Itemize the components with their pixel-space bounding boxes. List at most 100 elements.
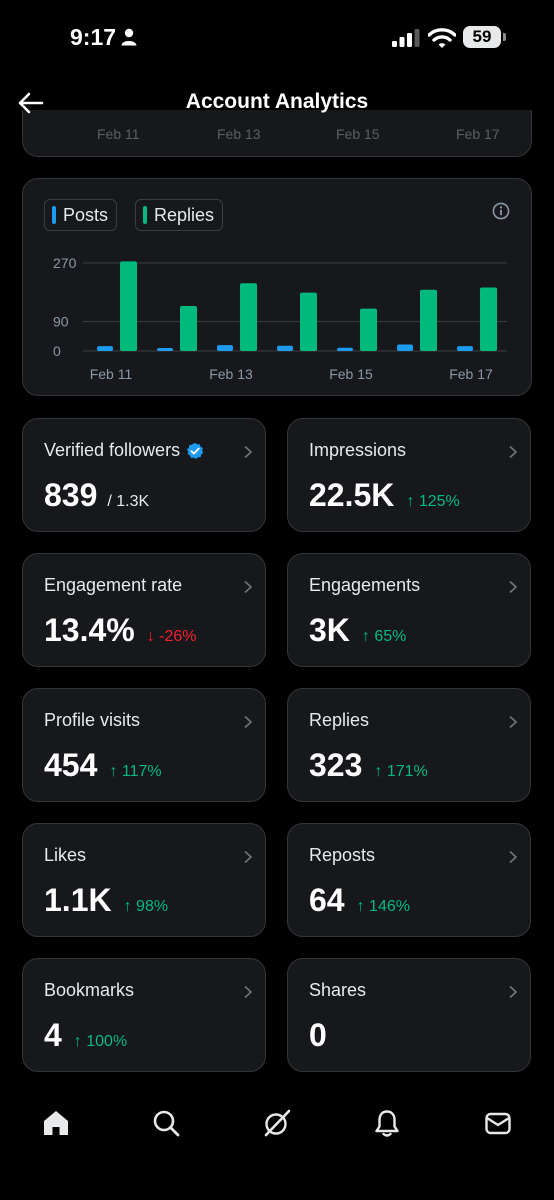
search-icon[interactable] — [151, 1108, 181, 1138]
home-icon[interactable] — [41, 1108, 71, 1138]
prev-x-label: Feb 15 — [336, 126, 380, 142]
top-header: Account Analytics — [0, 76, 554, 128]
previous-chart-card: Feb 11 Feb 13 Feb 15 Feb 17 — [22, 110, 532, 157]
bar-replies — [480, 287, 497, 351]
metric-change: ↑ 65% — [361, 628, 407, 645]
legend-replies-label: Replies — [154, 204, 215, 225]
replies-swatch — [143, 206, 147, 224]
x-tick-label: Feb 15 — [329, 366, 373, 382]
x-tick-label: Feb 17 — [449, 366, 493, 382]
chevron-right-icon — [509, 850, 518, 864]
metric-label: Engagements — [309, 575, 421, 595]
chevron-right-icon — [509, 715, 518, 729]
x-tick-label: Feb 13 — [209, 366, 253, 382]
chevron-right-icon — [244, 445, 253, 459]
messages-icon[interactable] — [483, 1108, 513, 1138]
posts-swatch — [52, 206, 56, 224]
chevron-right-icon — [244, 715, 253, 729]
bar-posts — [457, 346, 473, 351]
bar-posts — [277, 345, 293, 351]
metric-value: 839 — [44, 477, 98, 513]
battery-icon: 59 — [463, 26, 507, 50]
metric-card-replies[interactable]: Replies 323 ↑ 171% — [287, 688, 531, 802]
metric-label: Bookmarks — [44, 980, 135, 1000]
metric-change: ↑ 100% — [73, 1033, 128, 1050]
bar-replies — [240, 283, 257, 351]
chevron-right-icon — [244, 985, 253, 999]
prev-x-label: Feb 17 — [456, 126, 500, 142]
metric-change: ↑ 146% — [356, 898, 410, 915]
bar-posts — [397, 344, 413, 351]
metric-card-engagements[interactable]: Engagements 3K ↑ 65% — [287, 553, 531, 667]
metric-change: ↑ 117% — [109, 763, 162, 780]
metric-value: 1.1K — [44, 882, 112, 918]
metric-label: Likes — [44, 845, 87, 865]
bar-replies — [300, 292, 317, 351]
metric-value: 4 — [44, 1017, 62, 1053]
metric-card-bookmarks[interactable]: Bookmarks 4 ↑ 100% — [22, 958, 266, 1072]
metric-card-impressions[interactable]: Impressions 22.5K ↑ 125% — [287, 418, 531, 532]
bar-posts — [337, 347, 353, 351]
metric-value: 64 — [309, 882, 345, 918]
status-bar: 9:17 59 — [0, 0, 554, 70]
bar-replies — [420, 289, 437, 351]
activity-chart-card: Posts Replies 270 90 0 Feb 11 Feb 13 Feb 15 Fe… — [22, 178, 532, 396]
metric-change: ↑ 125% — [406, 493, 460, 510]
bar-posts — [217, 345, 233, 351]
chevron-right-icon — [244, 850, 253, 864]
metric-label: Profile visits — [44, 710, 141, 730]
metric-total: / 1.3K — [107, 493, 150, 510]
metric-card-reposts[interactable]: Reposts 64 ↑ 146% — [287, 823, 531, 937]
metric-change: ↑ 171% — [374, 763, 428, 780]
y-tick-label: 90 — [53, 314, 69, 330]
metric-value: 3K — [309, 612, 350, 648]
prev-x-label: Feb 13 — [217, 126, 261, 142]
legend-replies-toggle[interactable]: Replies — [135, 199, 224, 231]
metric-change: ↓ -26% — [146, 628, 197, 645]
y-tick-label: 0 — [53, 343, 61, 359]
bar-replies — [120, 261, 137, 351]
metric-value: 22.5K — [309, 477, 395, 513]
chevron-right-icon — [509, 985, 518, 999]
wifi-icon — [428, 28, 456, 48]
grok-icon[interactable] — [262, 1108, 292, 1138]
bar-replies — [360, 308, 377, 351]
page-title: Account Analytics — [185, 90, 369, 113]
bar-posts — [157, 348, 173, 351]
metric-label: Engagement rate — [44, 575, 183, 595]
bar-replies — [180, 306, 197, 351]
bar-chart: 270 90 0 Feb 11 Feb 13 Feb 15 Feb 17 — [53, 255, 507, 382]
chevron-right-icon — [244, 580, 253, 594]
metric-card-profile-visits[interactable]: Profile visits 454 ↑ 117% — [22, 688, 266, 802]
metric-label: Reposts — [309, 845, 376, 865]
chevron-right-icon — [509, 580, 518, 594]
metric-card-likes[interactable]: Likes 1.1K ↑ 98% — [22, 823, 266, 937]
metric-card-engagement-rate[interactable]: Engagement rate 13.4% ↓ -26% — [22, 553, 266, 667]
metric-card-verified-followers[interactable]: Verified followers 839 / 1.3K — [22, 418, 266, 532]
metric-card-shares[interactable]: Shares 0 — [287, 958, 531, 1072]
metric-label: Shares — [309, 980, 367, 1000]
person-icon — [121, 28, 137, 46]
prev-x-label: Feb 11 — [97, 126, 140, 142]
status-time: 9:17 — [70, 24, 117, 50]
legend-posts-toggle[interactable]: Posts — [44, 199, 118, 231]
bottom-tab-bar — [0, 1094, 554, 1200]
metric-change: ↑ 98% — [123, 898, 169, 915]
notifications-icon[interactable] — [372, 1108, 402, 1138]
metric-label: Verified followers — [44, 440, 181, 460]
legend-posts-label: Posts — [63, 204, 109, 225]
metric-value: 454 — [44, 747, 98, 783]
cellular-signal-icon — [392, 29, 420, 47]
metric-label: Replies — [309, 710, 370, 730]
chevron-right-icon — [509, 445, 518, 459]
metric-value: 13.4% — [44, 612, 135, 648]
metric-value: 0 — [309, 1017, 327, 1053]
x-tick-label: Feb 11 — [90, 366, 133, 382]
verified-badge-icon — [186, 442, 204, 459]
battery-level: 59 — [463, 26, 501, 48]
y-tick-label: 270 — [53, 255, 77, 271]
back-arrow-icon[interactable] — [14, 86, 48, 120]
metric-label: Impressions — [309, 440, 407, 460]
info-icon[interactable] — [492, 202, 510, 220]
bar-posts — [97, 346, 113, 351]
